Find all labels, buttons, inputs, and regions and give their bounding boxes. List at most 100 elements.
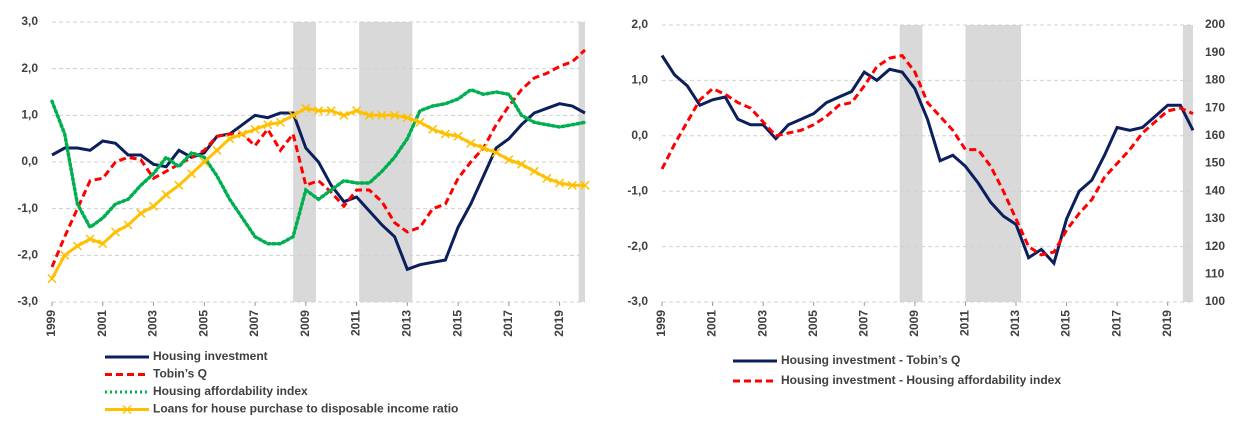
x-tick-label: 1999: [44, 310, 58, 337]
y-tick-label: -2,0: [627, 239, 648, 253]
series-line: [660, 53, 1194, 257]
point-marker: [466, 138, 476, 148]
point-marker: [504, 155, 514, 165]
point-marker: [390, 110, 400, 120]
legend-label: Tobin’s Q: [153, 367, 207, 381]
point-marker: [136, 208, 146, 218]
y2-tick-label: 110: [1205, 266, 1225, 280]
series-line: [51, 102, 586, 272]
point-marker: [402, 113, 412, 123]
point-marker: [301, 103, 311, 113]
x-tick-label: 2009: [907, 310, 921, 337]
point-marker: [326, 106, 336, 116]
y2-tick-label: 180: [1205, 73, 1225, 87]
point-marker: [187, 169, 197, 179]
point-marker: [517, 159, 527, 169]
x-tick-label: 2003: [146, 310, 160, 337]
shaded-period: [965, 25, 1022, 302]
point-marker: [288, 110, 298, 120]
point-marker: [352, 106, 362, 116]
series-line: [50, 48, 587, 268]
y2-tick-label: 160: [1205, 128, 1225, 142]
series-line: [660, 54, 1195, 267]
x-tick-label: 2005: [196, 310, 210, 337]
x-tick-label: 1999: [654, 310, 668, 337]
y-tick-label: 3,0: [21, 14, 38, 28]
point-marker: [174, 180, 184, 190]
point-marker: [453, 131, 463, 141]
y-tick-label: 1,0: [631, 73, 648, 87]
y-tick-label: -3,0: [627, 294, 648, 308]
y-tick-label: 0,0: [21, 154, 38, 168]
x-tick-label: 2007: [247, 310, 261, 337]
x-tick-label: 2015: [1059, 310, 1073, 337]
point-marker: [60, 250, 70, 260]
y-tick-label: -2,0: [17, 248, 38, 262]
y2-tick-label: 130: [1205, 211, 1225, 225]
y-tick-label: -1,0: [627, 183, 648, 197]
point-marker: [199, 157, 209, 167]
x-tick-label: 2007: [856, 310, 870, 337]
point-marker: [440, 129, 450, 139]
y2-tick-label: 170: [1205, 100, 1225, 114]
point-marker: [415, 117, 425, 127]
point-marker: [85, 234, 95, 244]
point-marker: [478, 143, 489, 153]
point-marker: [225, 134, 235, 144]
legend-label: Loans for house purchase to disposable i…: [153, 402, 458, 416]
x-tick-label: 2015: [450, 310, 464, 337]
series-line: [50, 87, 587, 246]
y2-tick-label: 100: [1205, 294, 1225, 308]
point-marker: [161, 190, 171, 200]
x-tick-label: 2001: [95, 310, 109, 337]
point-marker: [98, 239, 108, 249]
legend-label: Housing investment - Housing affordabili…: [781, 373, 1061, 387]
point-marker: [275, 117, 285, 127]
shaded-period: [1182, 25, 1193, 302]
point-marker: [47, 274, 57, 284]
point-marker: [567, 180, 577, 190]
point-marker: [263, 120, 273, 130]
y2-tick-label: 190: [1205, 45, 1225, 59]
y2-tick-label: 150: [1205, 156, 1225, 170]
x-tick-label: 2019: [1160, 310, 1174, 337]
point-marker: [555, 178, 565, 188]
x-tick-label: 2017: [1109, 310, 1123, 337]
legend-label: Housing investment: [153, 349, 268, 363]
y-tick-label: -1,0: [17, 201, 38, 215]
point-marker: [72, 241, 82, 251]
legend-label: Housing affordability index: [153, 384, 308, 398]
y2-tick-label: 120: [1205, 239, 1225, 253]
y-tick-label: 0,0: [631, 128, 648, 142]
point-marker: [542, 173, 552, 183]
y2-tick-label: 200: [1205, 17, 1225, 31]
point-marker: [529, 166, 539, 176]
y-tick-label: 2,0: [631, 17, 648, 31]
point-marker: [491, 148, 501, 158]
point-marker: [377, 110, 387, 120]
point-marker: [364, 110, 374, 120]
point-marker: [339, 110, 349, 120]
x-tick-label: 2001: [705, 310, 719, 337]
y-tick-label: -3,0: [17, 294, 38, 308]
y-tick-label: 1,0: [21, 108, 38, 122]
y2-tick-label: 140: [1205, 183, 1225, 197]
x-tick-label: 2019: [552, 310, 566, 337]
point-marker: [580, 180, 590, 190]
x-tick-label: 2009: [298, 310, 312, 337]
shaded-period: [578, 22, 585, 302]
point-marker: [212, 145, 222, 155]
point-marker: [148, 201, 159, 211]
point-marker: [110, 227, 120, 237]
point-marker: [250, 124, 260, 134]
legend-marker: [122, 404, 132, 415]
point-marker: [313, 106, 324, 116]
y-tick-label: 2,0: [21, 61, 38, 75]
x-tick-label: 2017: [501, 310, 515, 337]
x-tick-label: 2013: [1008, 310, 1022, 337]
point-marker: [123, 220, 133, 230]
x-tick-label: 2003: [755, 310, 769, 337]
point-marker: [428, 124, 438, 134]
legend-label: Housing investment - Tobin’s Q: [781, 353, 960, 367]
